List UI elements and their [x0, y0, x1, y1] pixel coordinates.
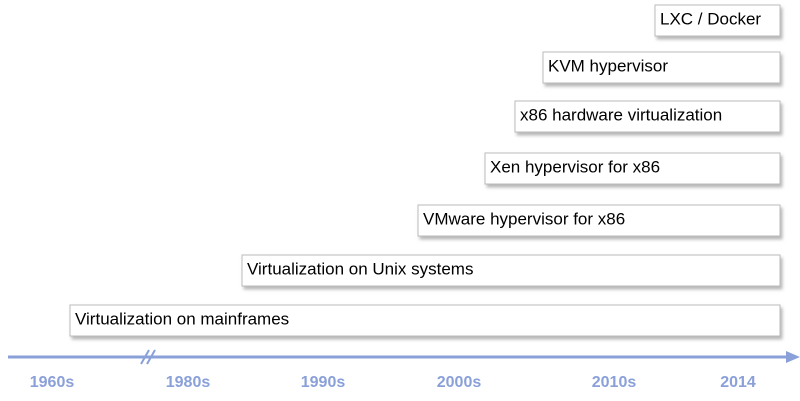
- timeline-bar: [69, 304, 781, 337]
- axis-label: 1960s: [30, 374, 75, 391]
- timeline-label: Virtualization on Unix systems: [247, 259, 473, 278]
- timeline-bar: [241, 254, 781, 287]
- timeline-bar: [484, 152, 781, 185]
- axis-label: 2014: [720, 374, 756, 391]
- axis-label: 1990s: [301, 374, 346, 391]
- timeline-label: Virtualization on mainframes: [75, 309, 289, 328]
- timeline-bar: [654, 4, 781, 37]
- timeline-label: LXC / Docker: [660, 9, 761, 28]
- timeline-label: Xen hypervisor for x86: [490, 157, 660, 176]
- axis-label: 2010s: [592, 374, 637, 391]
- timeline-bar: [417, 204, 781, 237]
- timeline-label: KVM hypervisor: [548, 56, 668, 75]
- timeline-bar: [514, 100, 781, 133]
- timeline-label: x86 hardware virtualization: [520, 105, 722, 124]
- axis-label: 1980s: [166, 374, 211, 391]
- axis-arrow: [786, 351, 800, 363]
- axis-break: [140, 349, 150, 365]
- axis-break: [146, 349, 156, 365]
- timeline-label: VMware hypervisor for x86: [423, 209, 625, 228]
- axis-label: 2000s: [437, 374, 482, 391]
- timeline-bar: [542, 51, 781, 84]
